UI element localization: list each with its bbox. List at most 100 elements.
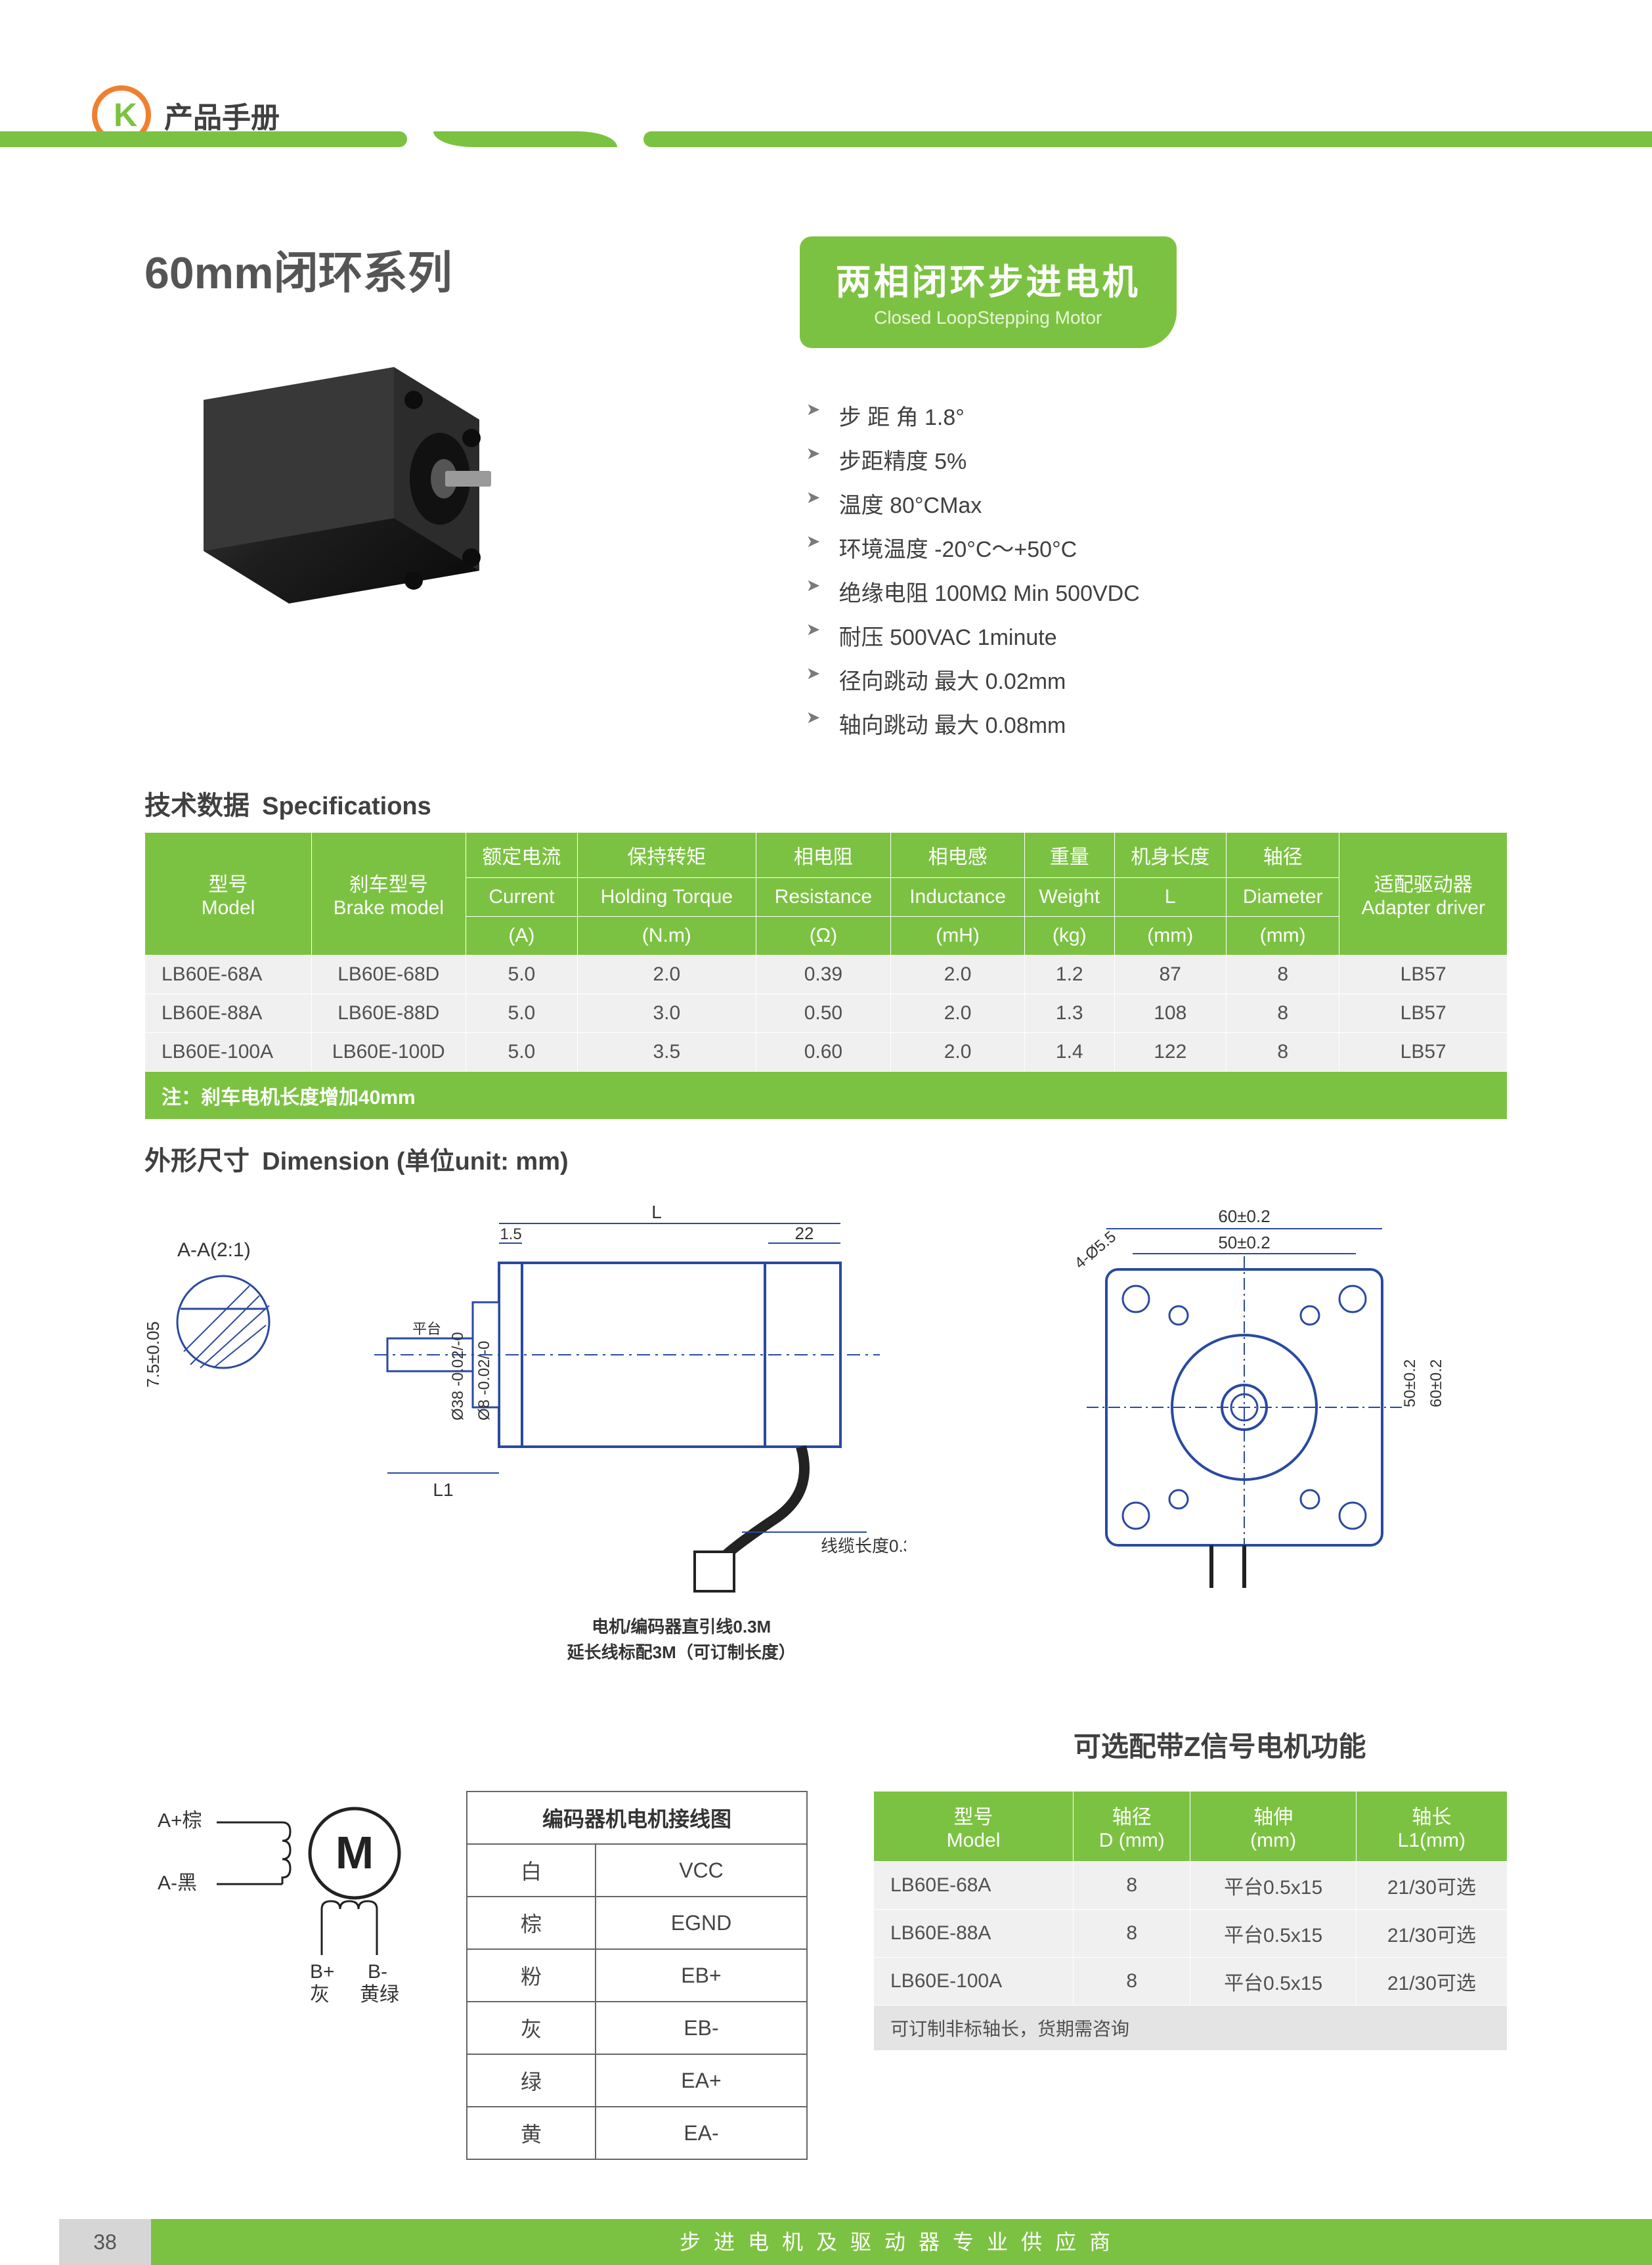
bolt-circle: 50±0.2 bbox=[1219, 1233, 1271, 1252]
dim-en: Dimension (单位unit: mm) bbox=[262, 1148, 569, 1176]
table-cell: 21/30可选 bbox=[1356, 1862, 1507, 1910]
specifications-table: 型号Model 刹车型号Brake model 额定电流 保持转矩 相电阻 相电… bbox=[144, 832, 1508, 1120]
table-cell: LB60E-88A bbox=[874, 1910, 1074, 1958]
conn-len: 22 bbox=[795, 1223, 814, 1243]
th: Holding Torque bbox=[578, 878, 756, 917]
table-row: 绿EA+ bbox=[467, 2054, 807, 2107]
header-divider bbox=[0, 131, 1652, 158]
table-cell: 2.0 bbox=[891, 994, 1025, 1033]
th: (Ω) bbox=[756, 917, 891, 956]
motor-wiring-symbol: A+棕 A-黑 M B+ B- 灰 黄绿 bbox=[144, 1791, 420, 2024]
th: 型号 bbox=[954, 1807, 993, 1828]
table-cell: 平台0.5x15 bbox=[1190, 1910, 1356, 1958]
table-row: LB60E-88ALB60E-88D5.03.00.502.01.31088LB… bbox=[145, 994, 1508, 1033]
th: Resistance bbox=[756, 878, 891, 917]
table-cell: EA- bbox=[596, 2107, 807, 2159]
manual-label: 产品手册 bbox=[164, 94, 280, 136]
table-row: LB60E-100A8平台0.5x1521/30可选 bbox=[874, 1958, 1508, 2006]
table-row: 黄EA- bbox=[467, 2107, 807, 2159]
motor-photo bbox=[144, 334, 512, 623]
table-cell: 21/30可选 bbox=[1356, 1958, 1507, 2006]
table-row: 棕EGND bbox=[467, 1897, 807, 1949]
th: (mH) bbox=[891, 917, 1025, 956]
a-plus-label: A+棕 bbox=[158, 1810, 202, 1832]
th: (mm) bbox=[1250, 1830, 1296, 1851]
spec-bullet: 轴向跳动 最大 0.08mm bbox=[839, 707, 1508, 739]
table-cell: 2.0 bbox=[578, 956, 756, 994]
spec-bullet-list: 步 距 角 1.8° 步距精度 5% 温度 80°CMax 环境温度 -20°C… bbox=[800, 399, 1508, 739]
table-cell: LB57 bbox=[1339, 1033, 1508, 1072]
table-cell: LB60E-88A bbox=[145, 994, 312, 1033]
table-cell: 21/30可选 bbox=[1356, 1910, 1507, 1958]
table-cell: 粉 bbox=[467, 1949, 596, 2002]
dim-cn: 外形尺寸 bbox=[144, 1147, 250, 1176]
side-profile-drawing: L 1.5 22 平台 Ø38 - bbox=[368, 1204, 906, 1611]
table-row: LB60E-88A8平台0.5x1521/30可选 bbox=[874, 1910, 1508, 1958]
table-cell: 108 bbox=[1114, 994, 1226, 1033]
th: (mm) bbox=[1226, 917, 1339, 956]
th: (N.m) bbox=[578, 917, 756, 956]
table-cell: 5.0 bbox=[466, 956, 577, 994]
shaft-dia: Ø8 -0.02/-0 bbox=[475, 1341, 493, 1420]
th: Weight bbox=[1024, 878, 1114, 917]
table-cell: VCC bbox=[596, 1844, 807, 1897]
th: (A) bbox=[466, 917, 577, 956]
th: 重量 bbox=[1024, 833, 1114, 878]
table-cell: LB60E-100A bbox=[145, 1033, 312, 1072]
table-cell: EB+ bbox=[596, 1949, 807, 2002]
table-cell: LB57 bbox=[1339, 994, 1508, 1033]
table-cell: EGND bbox=[596, 1897, 807, 1949]
table-cell: 平台0.5x15 bbox=[1190, 1958, 1356, 2006]
table-cell: EA+ bbox=[596, 2054, 807, 2107]
m-label: M bbox=[336, 1827, 374, 1878]
th: 相电感 bbox=[891, 833, 1025, 878]
footer-bar: 38 步进电机及驱动器专业供应商 bbox=[0, 2219, 1652, 2265]
table-cell: 8 bbox=[1074, 1958, 1190, 2006]
table-cell: LB57 bbox=[1339, 956, 1508, 994]
a-minus-label: A-黑 bbox=[158, 1872, 197, 1894]
th: 保持转矩 bbox=[578, 833, 756, 878]
spec-bullet: 耐压 500VAC 1minute bbox=[839, 619, 1508, 651]
section-aa-drawing: A-A(2:1) 7.5±0.05 bbox=[144, 1204, 302, 1480]
series-title: 60mm闭环系列 bbox=[144, 236, 760, 301]
th: L bbox=[1114, 878, 1226, 917]
specs-cn: 技术数据 bbox=[144, 791, 250, 820]
th: 轴径 bbox=[1112, 1807, 1152, 1828]
pilot-dia: Ø38 -0.02/-0 bbox=[449, 1332, 467, 1420]
banner-cn: 两相闭环步进电机 bbox=[836, 253, 1141, 305]
table-row: LB60E-100ALB60E-100D5.03.50.602.01.41228… bbox=[145, 1033, 1508, 1072]
table-row: 灰EB- bbox=[467, 2002, 807, 2054]
header-banner: K 产品手册 bbox=[0, 0, 1652, 158]
th: 刹车型号 bbox=[349, 874, 428, 896]
table-cell: LB60E-68A bbox=[145, 956, 312, 994]
th: 轴径 bbox=[1226, 833, 1339, 878]
banner-en: Closed LoopStepping Motor bbox=[836, 307, 1141, 328]
square-dim: 60±0.2 bbox=[1219, 1206, 1271, 1226]
table-cell: LB60E-68A bbox=[874, 1862, 1074, 1910]
table-cell: 8 bbox=[1226, 994, 1339, 1033]
shaft-flat-dim: 7.5±0.05 bbox=[144, 1321, 163, 1388]
footer-tagline: 步进电机及驱动器专业供应商 bbox=[151, 2219, 1652, 2265]
table-cell: 87 bbox=[1114, 956, 1226, 994]
th: 轴伸 bbox=[1253, 1807, 1293, 1828]
mount-hole: 4-Ø5.5 bbox=[1072, 1228, 1120, 1273]
th: Model bbox=[947, 1830, 1001, 1851]
spec-bullet: 步 距 角 1.8° bbox=[839, 399, 1508, 431]
table-cell: 8 bbox=[1226, 1033, 1339, 1072]
spec-table-note: 注：刹车电机长度增加40mm bbox=[145, 1072, 1508, 1120]
table-cell: 2.0 bbox=[891, 956, 1025, 994]
b-plus-color: 灰 bbox=[310, 1984, 330, 2006]
dim-caption-1: 电机/编码器直引线0.3M bbox=[368, 1614, 995, 1640]
table-cell: LB60E-88D bbox=[311, 994, 466, 1033]
page-number: 38 bbox=[59, 2219, 151, 2265]
table-cell: LB60E-100A bbox=[874, 1958, 1074, 2006]
shaft-L1: L1 bbox=[433, 1480, 453, 1500]
table-cell: 0.60 bbox=[756, 1033, 891, 1072]
spec-bullet: 绝缘电阻 100MΩ Min 500VDC bbox=[839, 575, 1508, 607]
table-cell: 3.0 bbox=[578, 994, 756, 1033]
table-row: LB60E-68A8平台0.5x1521/30可选 bbox=[874, 1862, 1508, 1910]
table-cell: 5.0 bbox=[466, 994, 577, 1033]
table-cell: 平台0.5x15 bbox=[1190, 1862, 1356, 1910]
table-cell: LB60E-68D bbox=[311, 956, 466, 994]
table-cell: 0.39 bbox=[756, 956, 891, 994]
